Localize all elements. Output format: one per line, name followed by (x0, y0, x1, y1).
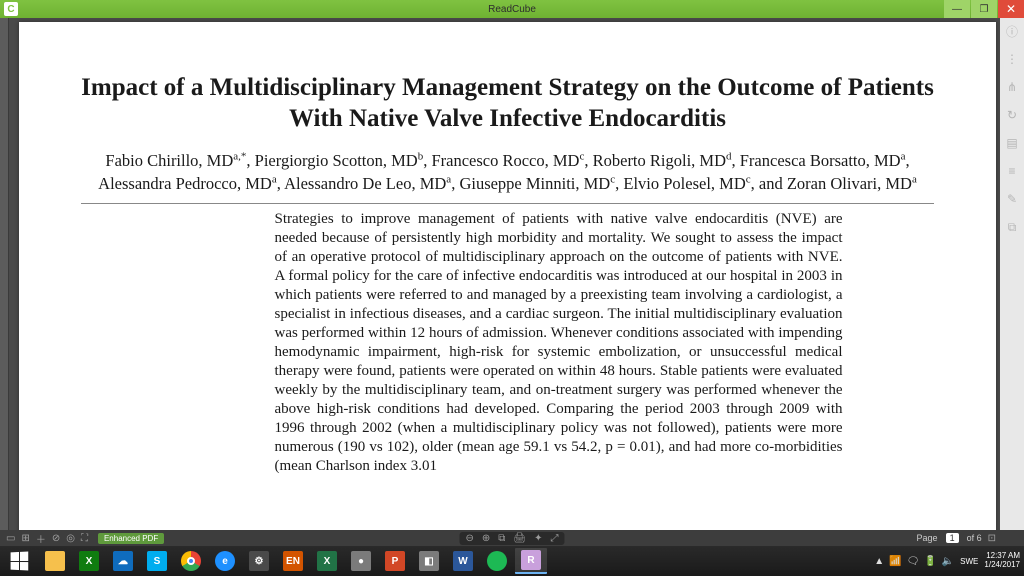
taskbar-items: X ☁ Se ⚙ EN X ● P ◧ W R (38, 546, 548, 576)
taskbar-item-settings[interactable]: ⚙ (243, 548, 275, 574)
paper-title: Impact of a Multidisciplinary Management… (81, 72, 934, 135)
taskbar-item-app1[interactable]: ● (345, 548, 377, 574)
maximize-button[interactable]: ❐ (971, 0, 997, 18)
taskbar-item-onedrive[interactable]: ☁ (107, 548, 139, 574)
taskbar-item-chrome[interactable] (175, 548, 207, 574)
left-rail (0, 18, 8, 546)
clock-date: 1/24/2017 (984, 561, 1020, 570)
toolbar-end-icon[interactable]: ⊡ (988, 533, 996, 544)
excel-icon: X (317, 551, 337, 571)
taskbar-item-edge[interactable]: e (209, 548, 241, 574)
edge-icon: e (215, 551, 235, 571)
toolbar-icon[interactable]: ⊞ (21, 533, 29, 544)
taskbar-item-spotify[interactable] (481, 548, 513, 574)
powerpoint-icon: P (385, 551, 405, 571)
app1-icon: ● (351, 551, 371, 571)
taskbar-item-powerpoint[interactable]: P (379, 548, 411, 574)
skype-icon: S (147, 551, 167, 571)
title-divider (81, 203, 934, 204)
toolbar-icon[interactable]: ⧉ (498, 533, 505, 544)
toolbar-left: ▭ ⊞ ＋ ⊘ ◎ ⛶ Enhanced PDF (0, 531, 164, 546)
abstract-text: Strategies to improve management of pati… (173, 210, 843, 477)
start-button[interactable] (0, 546, 38, 576)
tray-icons: ▲ 📶 🗨 🔋 🔈 (874, 556, 954, 567)
file-explorer-icon (45, 551, 65, 571)
window-titlebar: C ReadCube — ❐ ✕ (0, 0, 1024, 18)
app-icon: C (4, 2, 18, 16)
document-viewport[interactable]: Impact of a Multidisciplinary Management… (8, 18, 1000, 546)
reader-toolbar: ▭ ⊞ ＋ ⊘ ◎ ⛶ Enhanced PDF ⊖ ⊕ ⧉ 🖨 ✦ ⤢ Page 1 of 6 ⊡ (0, 530, 1024, 546)
right-sidebar: ⓘ ⋮ ⋔ ↻ ▤ ≡ ✎ ⧉ (1000, 18, 1024, 546)
close-button[interactable]: ✕ (998, 0, 1024, 18)
taskbar-item-app2[interactable]: ◧ (413, 548, 445, 574)
readcube-icon: R (521, 550, 541, 570)
windows-taskbar: X ☁ Se ⚙ EN X ● P ◧ W R ▲ 📶 🗨 🔋 🔈 SWE 12:37 AM 1/24/20… (0, 546, 1024, 576)
page-label: Page (917, 533, 938, 543)
window-title: ReadCube (488, 4, 536, 15)
taskbar-item-readcube[interactable]: R (515, 548, 547, 574)
toolbar-icon[interactable]: ⊕ (482, 533, 490, 544)
tray-icon[interactable]: 🗨 (907, 556, 920, 567)
page-total: of 6 (967, 533, 982, 543)
onedrive-icon: ☁ (113, 551, 133, 571)
sidebar-tool-icon[interactable]: ⓘ (1005, 24, 1019, 38)
toolbar-icon[interactable]: ◎ (66, 533, 75, 544)
pdf-page: Impact of a Multidisciplinary Management… (19, 22, 996, 546)
spotify-icon (487, 551, 507, 571)
settings-icon: ⚙ (249, 551, 269, 571)
lang-icon: EN (283, 551, 303, 571)
toolbar-center: ⊖ ⊕ ⧉ 🖨 ✦ ⤢ (459, 532, 564, 545)
taskbar-item-excel-store[interactable]: X (73, 548, 105, 574)
tray-icon[interactable]: 📶 (889, 556, 901, 567)
app2-icon: ◧ (419, 551, 439, 571)
toolbar-icon[interactable]: ▭ (6, 533, 15, 544)
chrome-icon (181, 551, 201, 571)
tray-icon[interactable]: 🔋 (924, 556, 936, 567)
toolbar-icon[interactable]: ⤢ (551, 533, 559, 544)
toolbar-right: Page 1 of 6 ⊡ (917, 533, 996, 544)
page-current[interactable]: 1 (946, 533, 959, 543)
sidebar-tool-icon[interactable]: ⧉ (1005, 220, 1019, 234)
taskbar-item-excel[interactable]: X (311, 548, 343, 574)
windows-logo-icon (11, 552, 29, 571)
tray-clock[interactable]: 12:37 AM 1/24/2017 (984, 552, 1020, 570)
taskbar-item-word[interactable]: W (447, 548, 479, 574)
sidebar-tool-icon[interactable]: ⋮ (1005, 52, 1019, 66)
toolbar-icon[interactable]: ＋ (36, 531, 46, 546)
sidebar-tool-icon[interactable]: ⋔ (1005, 80, 1019, 94)
tray-icon[interactable]: ▲ (874, 556, 884, 567)
toolbar-icon[interactable]: ⊖ (465, 533, 473, 544)
minimize-button[interactable]: — (944, 0, 970, 18)
tray-lang[interactable]: SWE (960, 557, 978, 566)
toolbar-icon[interactable]: ✦ (534, 533, 542, 544)
app-body: Impact of a Multidisciplinary Management… (0, 18, 1024, 546)
toolbar-icon[interactable]: ⊘ (52, 533, 60, 544)
taskbar-item-skype[interactable]: S (141, 548, 173, 574)
tray-icon[interactable]: 🔈 (942, 556, 954, 567)
taskbar-item-file-explorer[interactable] (39, 548, 71, 574)
toolbar-icon[interactable]: 🖨 (513, 533, 526, 544)
enhanced-pdf-badge[interactable]: Enhanced PDF (98, 533, 164, 544)
author-list: Fabio Chirillo, MDa,*, Piergiorgio Scott… (81, 149, 934, 195)
taskbar-item-lang[interactable]: EN (277, 548, 309, 574)
window-controls: — ❐ ✕ (944, 0, 1024, 18)
sidebar-tool-icon[interactable]: ▤ (1005, 136, 1019, 150)
word-icon: W (453, 551, 473, 571)
system-tray: ▲ 📶 🗨 🔋 🔈 SWE 12:37 AM 1/24/2017 (874, 546, 1020, 576)
excel-store-icon: X (79, 551, 99, 571)
sidebar-tool-icon[interactable]: ✎ (1005, 192, 1019, 206)
sidebar-tool-icon[interactable]: ≡ (1005, 164, 1019, 178)
toolbar-icon[interactable]: ⛶ (81, 533, 88, 544)
sidebar-tool-icon[interactable]: ↻ (1005, 108, 1019, 122)
